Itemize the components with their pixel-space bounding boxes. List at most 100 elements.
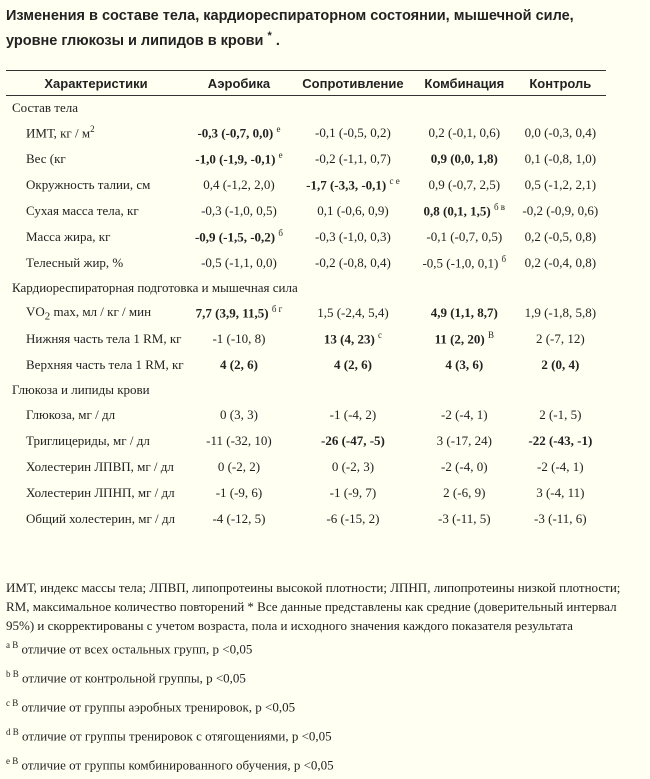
table-cell: -1 (-10, 8) [212, 331, 266, 346]
table-cell: -6 (-15, 2) [326, 511, 380, 526]
table-cell: -1 (-4, 2) [329, 407, 377, 422]
table-cell: -11 (-32, 10) [206, 433, 272, 448]
header-combination: Комбинация [413, 70, 515, 96]
table-cell: 4,9 (1,1, 8,7) [430, 305, 498, 320]
footnote-note: b В отличие от контрольной группы, р <0,… [6, 669, 246, 686]
row-label: Телесный жир, % [26, 255, 124, 270]
section-row: Состав тела [6, 96, 606, 121]
table-cell: 11 (2, 20) В [434, 330, 495, 347]
table-header-row: Характеристики Аэробика Сопротивление Ко… [6, 70, 606, 96]
table-cell: 4 (2, 6) [333, 357, 372, 372]
table-cell: 0,1 (-0,6, 0,9) [317, 203, 389, 218]
table-cell: -2 (-4, 1) [537, 459, 584, 474]
section-heading: Состав тела [12, 100, 78, 115]
table-cell: -2 (-4, 1) [441, 407, 488, 422]
table-cell: 4 (2, 6) [220, 357, 258, 372]
table-cell: -0,3 (-0,7, 0,0) е [197, 124, 281, 141]
table-cell: -3 (-11, 5) [438, 511, 491, 526]
table-cell: 0,2 (-0,1, 0,6) [428, 125, 501, 140]
footnote-note: с В отличие от группы аэробных тренирово… [6, 698, 296, 715]
table-cell: -26 (-47, -5) [320, 433, 385, 448]
table-cell: -0,1 (-0,7, 0,5) [426, 229, 503, 244]
table-cell: -1 (-9, 7) [329, 485, 377, 500]
table-cell: 0,9 (-0,7, 2,5) [428, 177, 501, 192]
table-row: Холестерин ЛПВП, мг / дл 0 (-2, 2) 0 (-2, … [6, 454, 606, 480]
footnote: ИМТ, индекс массы тела; ЛПВП, липопротеи… [6, 580, 621, 633]
footnote-note: е В отличие от группы комбинированного о… [6, 756, 334, 773]
row-label: VO2 max, мл / кг / мин [26, 303, 152, 323]
table-cell: -4 (-12, 5) [212, 511, 266, 526]
row-label: Верхняя часть тела 1 RM, кг [26, 357, 184, 372]
row-label: Масса жира, кг [26, 229, 111, 244]
row-label: Общий холестерин, мг / дл [26, 511, 175, 526]
table-cell: 13 (4, 23) с [323, 330, 383, 347]
table-cell: -0,5 (-1,1, 0,0) [201, 255, 277, 270]
header-aerobics: Аэробика [186, 70, 292, 96]
table-cell: 3 (-4, 11) [536, 485, 585, 500]
table-cell: 0,9 (0,0, 1,8) [430, 151, 498, 166]
table-cell: -0,5 (-1,0, 0,1) б [422, 254, 507, 271]
table-row: Триглицериды, мг / дл -11 (-32, 10) -26 (-… [6, 428, 606, 454]
row-label: Глюкоза, мг / дл [26, 407, 116, 422]
table-cell: -0,2 (-1,1, 0,7) [315, 151, 391, 166]
table-cell: 0,2 (-0,4, 0,8) [524, 255, 597, 270]
table-cell: -22 (-43, -1) [528, 433, 593, 448]
table-row: Верхняя часть тела 1 RM, кг 4 (2, 6) 4 (2,… [6, 352, 606, 378]
footnote-note: а В отличие от всех остальных групп, р <… [6, 640, 253, 657]
section-heading: Кардиореспираторная подготовка и мышечна… [12, 280, 298, 295]
table-row: Вес (кг -1,0 (-1,9, -0,1) е -0,2 (-1,1, 0,… [6, 146, 606, 172]
table-cell: -2 (-4, 0) [441, 459, 488, 474]
table-cell: 0 (3, 3) [220, 407, 258, 422]
table-cell: -3 (-11, 6) [534, 511, 587, 526]
table-cell: 4 (3, 6) [445, 357, 484, 372]
row-label: Нижняя часть тела 1 RM, кг [26, 331, 182, 346]
table-cell: -0,3 (-1,0, 0,5) [201, 203, 277, 218]
header-characteristics: Характеристики [6, 70, 186, 96]
table-cell: -0,1 (-0,5, 0,2) [315, 125, 391, 140]
table-cell: -0,2 (-0,8, 0,4) [315, 255, 391, 270]
table-cell: -0,2 (-0,9, 0,6) [522, 203, 599, 218]
table-row: ИМТ, кг / м2 -0,3 (-0,7, 0,0) е -0,1 (-0,5… [6, 120, 606, 146]
table-cell: 0 (-2, 3) [331, 459, 375, 474]
table-cell: -0,3 (-1,0, 0,3) [315, 229, 391, 244]
section-heading: Глюкоза и липиды крови [12, 382, 150, 397]
table-cell: 2 (-6, 9) [443, 485, 486, 500]
table-cell: 7,7 (3,9, 11,5) б г [195, 304, 283, 321]
table-cell: -0,9 (-1,5, -0,2) б [194, 228, 283, 245]
table-cell: -1,0 (-1,9, -0,1) е [195, 150, 283, 167]
section-row: Глюкоза и липиды крови [6, 378, 606, 402]
table-cell: -1 (-9, 6) [215, 485, 263, 500]
row-label: Холестерин ЛПНП, мг / дл [26, 485, 175, 500]
row-label: Окружность талии, см [26, 177, 151, 192]
table-row: Глюкоза, мг / дл 0 (3, 3) -1 (-4, 2) -2 (-4… [6, 402, 606, 428]
page-title: Изменения в составе тела, кардиореспират… [6, 8, 574, 49]
row-label: Холестерин ЛПВП, мг / дл [26, 459, 174, 474]
table-cell: 0,8 (0,1, 1,5) б в [423, 202, 506, 219]
footnote-note: d В отличие от группы тренировок с отяго… [6, 727, 332, 744]
table-cell: 1,9 (-1,8, 5,8) [524, 305, 597, 320]
row-label: Триглицериды, мг / дл [26, 433, 150, 448]
table-cell: 2 (0, 4) [541, 357, 580, 372]
table-cell: 0,0 (-0,3, 0,4) [524, 125, 597, 140]
table-cell: 0,2 (-0,5, 0,8) [524, 229, 597, 244]
section-row: Кардиореспираторная подготовка и мышечна… [6, 276, 606, 300]
table-cell: 0 (-2, 2) [217, 459, 261, 474]
row-label: Вес (кг [26, 151, 66, 166]
title-asterisk: * [267, 30, 272, 42]
table-cell: 0,1 (-0,8, 1,0) [524, 151, 597, 166]
table-cell: 3 (-17, 24) [436, 433, 492, 448]
table-cell: 0,4 (-1,2, 2,0) [203, 177, 275, 192]
table-row: Нижняя часть тела 1 RM, кг -1 (-10, 8) 13 … [6, 326, 606, 352]
table-row: Окружность талии, см 0,4 (-1,2, 2,0) -1,7 … [6, 172, 606, 198]
header-control: Контроль [514, 70, 606, 96]
table-cell: 2 (-7, 12) [535, 331, 585, 346]
table-cell: -1,7 (-3,3, -0,1) с е [306, 176, 400, 193]
table-row: VO2 max, мл / кг / мин 7,7 (3,9, 11,5) б … [6, 300, 606, 326]
results-table: Характеристики Аэробика Сопротивление Ко… [6, 70, 606, 532]
header-resistance: Сопротивление [291, 70, 414, 96]
row-label: ИМТ, кг / м2 [26, 124, 95, 141]
table-row: Масса жира, кг -0,9 (-1,5, -0,2) б -0,3 (-… [6, 224, 606, 250]
table-row: Сухая масса тела, кг -0,3 (-1,0, 0,5) 0,1 … [6, 198, 606, 224]
table-cell: 1,5 (-2,4, 5,4) [317, 305, 389, 320]
table-cell: 2 (-1, 5) [539, 407, 582, 422]
